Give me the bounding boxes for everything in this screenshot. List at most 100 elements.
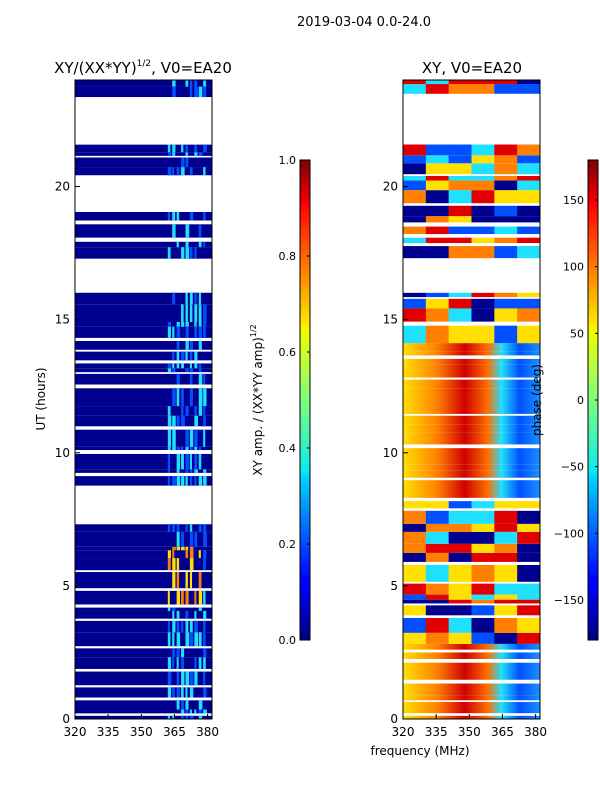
amplitude-rfi-cell xyxy=(172,351,175,361)
phase-time-segment xyxy=(517,605,541,616)
amplitude-rfi-cell xyxy=(194,415,199,427)
phase-time-strip xyxy=(403,470,540,478)
amplitude-time-strip xyxy=(75,610,212,619)
amplitude-rfi-cell xyxy=(189,167,193,176)
phase-time-segment xyxy=(471,564,495,582)
amplitude-rfi-cell xyxy=(181,157,185,168)
amplitude-rfi-cell xyxy=(185,715,189,719)
amplitude-rfi-cell xyxy=(189,469,193,473)
amplitude-rfi-cell xyxy=(172,546,176,551)
phase-time-segment xyxy=(517,180,541,191)
amplitude-rfi-cell xyxy=(185,446,189,451)
amplitude-rfi-cell xyxy=(189,709,192,714)
phase-time-segment xyxy=(517,84,541,94)
amplitude-rfi-cell xyxy=(185,469,189,473)
phase-time-segment xyxy=(517,144,541,156)
amplitude-time-strip xyxy=(75,429,212,447)
amplitude-rfi-cell xyxy=(189,86,193,98)
y-tick-label: 15 xyxy=(55,313,70,327)
x-tick-label: 350 xyxy=(458,725,481,739)
amplitude-colorbar-label-exp: 1/2 xyxy=(249,324,258,337)
phase-time-segment xyxy=(425,523,450,532)
phase-time-segment xyxy=(448,144,472,156)
amplitude-rfi-cell xyxy=(198,572,202,589)
amplitude-rfi-cell xyxy=(181,363,185,369)
phase-time-strip xyxy=(403,415,540,425)
phase-time-strip xyxy=(403,652,540,659)
phase-time-segment xyxy=(403,80,427,85)
phase-time-segment xyxy=(425,144,450,156)
amplitude-rfi-cell xyxy=(198,304,202,322)
phase-time-segment xyxy=(425,564,450,582)
amplitude-rfi-cell xyxy=(203,550,207,559)
amplitude-rfi-cell xyxy=(185,304,188,322)
phase-time-segment xyxy=(425,226,450,235)
amplitude-rfi-cell xyxy=(176,363,180,369)
phase-time-segment xyxy=(517,175,541,181)
phase-time-segment xyxy=(403,552,427,562)
amplitude-rfi-cell xyxy=(167,558,171,571)
amplitude-rfi-cell xyxy=(176,341,180,350)
phase-time-segment xyxy=(494,605,518,616)
amplitude-title-suffix: , V0=EA20 xyxy=(151,59,232,77)
phase-time-segment xyxy=(403,501,427,509)
amplitude-rfi-cell xyxy=(176,351,180,361)
phase-time-strip xyxy=(403,695,540,701)
amplitude-rfi-cell xyxy=(167,211,171,221)
amplitude-rfi-cell xyxy=(167,321,172,327)
amplitude-rfi-cell xyxy=(198,709,202,714)
phase-time-segment xyxy=(448,599,472,604)
colorbar-tick-label: 150 xyxy=(563,194,584,207)
x-tick-label: 380 xyxy=(524,725,547,739)
phase-time-segment xyxy=(448,163,472,175)
phase-time-segment xyxy=(494,325,518,344)
phase-time-segment xyxy=(403,531,427,544)
amplitude-rfi-cell xyxy=(172,167,175,176)
phase-time-segment xyxy=(517,298,541,309)
amplitude-rfi-cell xyxy=(167,144,171,153)
colorbar-tick-label: 50 xyxy=(570,327,584,340)
amplitude-rfi-cell xyxy=(189,715,194,719)
amplitude-rfi-cell xyxy=(167,406,171,416)
amplitude-rfi-cell xyxy=(185,152,188,156)
amplitude-rfi-cell xyxy=(189,351,193,361)
phase-time-segment xyxy=(403,237,427,244)
amplitude-rfi-cell xyxy=(167,632,171,647)
phase-time-strip xyxy=(403,464,540,471)
amplitude-time-strip xyxy=(75,590,212,605)
phase-time-segment xyxy=(403,594,427,600)
amplitude-rfi-cell xyxy=(189,80,193,87)
phase-time-segment xyxy=(471,298,495,309)
phase-time-segment xyxy=(425,594,450,600)
amplitude-rfi-cell xyxy=(189,531,194,547)
phase-time-segment xyxy=(494,501,518,509)
amplitude-heatmap xyxy=(75,80,212,719)
amplitude-rfi-cell xyxy=(181,247,185,259)
phase-time-segment xyxy=(517,501,541,509)
phase-time-segment xyxy=(448,552,472,562)
phase-time-segment xyxy=(471,531,495,544)
phase-time-segment xyxy=(403,632,427,644)
amplitude-rfi-cell xyxy=(181,388,184,407)
phase-time-segment xyxy=(425,543,450,553)
phase-time-segment xyxy=(471,216,495,223)
amplitude-rfi-cell xyxy=(172,687,175,698)
amplitude-rfi-cell xyxy=(185,224,190,238)
amplitude-rfi-cell xyxy=(194,446,198,451)
amplitude-time-strip xyxy=(75,152,212,156)
phase-time-segment xyxy=(448,583,472,595)
amplitude-rfi-cell xyxy=(185,351,188,361)
amplitude-rfi-cell xyxy=(181,321,185,327)
amplitude-y-ticks: 0 5 10 15 20 xyxy=(55,180,80,726)
amplitude-time-strip xyxy=(75,157,212,168)
phase-time-segment xyxy=(425,583,450,595)
ut-axis-label: UT (hours) xyxy=(34,367,48,430)
phase-time-segment xyxy=(517,163,541,175)
phase-time-segment xyxy=(448,531,472,544)
phase-time-segment xyxy=(448,501,472,509)
amplitude-time-strip xyxy=(75,715,212,719)
amplitude-rfi-cell xyxy=(194,620,198,633)
amplitude-rfi-cell xyxy=(185,476,188,486)
amplitude-rfi-cell xyxy=(189,546,194,551)
amplitude-rfi-cell xyxy=(185,144,188,153)
